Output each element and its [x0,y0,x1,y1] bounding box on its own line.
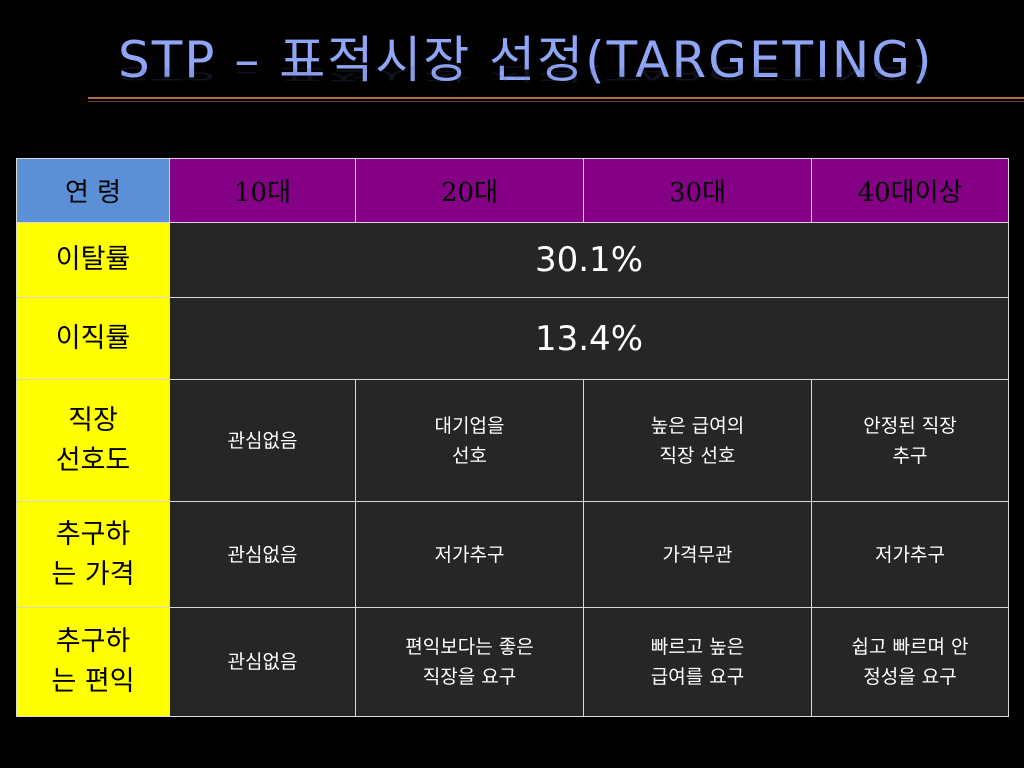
slide-title: STP – 표적시장 선정(TARGETING) [118,31,934,89]
job-preference-30s: 높은 급여의 직장 선호 [583,379,812,502]
header-20s: 20대 [355,158,584,223]
header-row: 연 령 10대 20대 30대 40대이상 [16,158,1009,223]
job-preference-label-line1: 직장 [68,404,118,436]
churn-value: 30.1% [169,222,1009,298]
price-row: 추구하 는 가격 관심없음 저가추구 가격무관 저가추구 [16,501,1009,608]
header-age: 연 령 [16,158,170,223]
churn-row: 이탈률 30.1% [16,222,1009,298]
job-preference-row: 직장 선호도 관심없음 대기업을 선호 높은 급여의 직장 선호 안정된 직장 … [16,379,1009,502]
header-10s: 10대 [169,158,356,223]
cell-line: 선호 [452,444,487,467]
convenience-label: 추구하 는 편익 [16,607,170,717]
title-divider-shadow [88,101,1024,102]
job-preference-label: 직장 선호도 [16,379,170,502]
cell-line: 높은 급여의 [650,414,745,437]
turnover-label: 이직률 [16,297,170,380]
cell-line: 관심없음 [227,429,298,452]
cell-line: 안정된 직장 [863,414,957,437]
job-preference-label-line2: 선호도 [55,444,131,476]
cell-line: 직장을 요구 [422,666,517,688]
cell-line: 관심없음 [227,651,298,673]
convenience-20s: 편익보다는 좋은 직장을 요구 [355,607,584,717]
cell-line: 직장 선호 [659,444,736,467]
convenience-40s-plus: 쉽고 빠르며 안 정성을 요구 [811,607,1009,717]
price-label-line1: 추구하 [55,518,131,550]
price-30s: 가격무관 [583,501,812,608]
price-label: 추구하 는 가격 [16,501,170,608]
turnover-row: 이직률 13.4% [16,297,1009,380]
cell-line: 편익보다는 좋은 [405,636,534,658]
cell-line: 대기업을 [434,414,505,437]
job-preference-10s: 관심없음 [169,379,356,502]
convenience-row: 추구하 는 편익 관심없음 편익보다는 좋은 직장을 요구 빠르고 높은 급여를… [16,607,1009,717]
turnover-value: 13.4% [169,297,1009,380]
convenience-label-line1: 추구하 [55,626,131,657]
job-preference-40s-plus: 안정된 직장 추구 [811,379,1009,502]
convenience-30s: 빠르고 높은 급여를 요구 [583,607,812,717]
convenience-label-line2: 는 편익 [51,666,135,697]
cell-line: 빠르고 높은 [650,636,745,658]
cell-line: 정성을 요구 [863,666,957,688]
targeting-table: 연 령 10대 20대 30대 40대이상 이탈률 30.1% 이직률 13.4… [16,158,1009,717]
title-divider [88,97,1024,99]
price-10s: 관심없음 [169,501,356,608]
cell-line: 추구 [892,444,928,467]
price-label-line2: 는 가격 [51,558,135,590]
price-20s: 저가추구 [355,501,584,608]
header-30s: 30대 [583,158,812,223]
cell-line: 쉽고 빠르며 안 [851,636,969,658]
header-40s-plus: 40대이상 [811,158,1009,223]
price-40s-plus: 저가추구 [811,501,1009,608]
churn-label: 이탈률 [16,222,170,298]
convenience-10s: 관심없음 [169,607,356,717]
slide-title-reflection: STP – 표적시장 선정(TARGETING) [118,63,934,84]
cell-line: 급여를 요구 [650,666,745,688]
job-preference-20s: 대기업을 선호 [355,379,584,502]
